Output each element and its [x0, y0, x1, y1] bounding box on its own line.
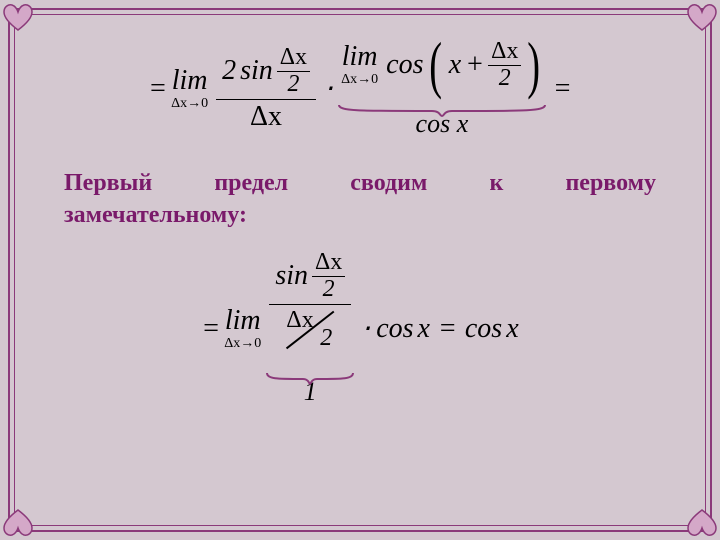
coeff: 2 [222, 56, 236, 87]
plus-sign: + [465, 49, 484, 81]
fraction-2: sin Δx 2 Δx 2 [269, 251, 351, 358]
var-x: x [506, 313, 518, 345]
cos-func: cos [376, 313, 413, 345]
equals-sign: = [201, 313, 220, 345]
cos-func: cos [386, 49, 423, 81]
var-x: x [449, 49, 461, 81]
lim-subscript: Δx→0 [341, 73, 378, 87]
lim-subscript: Δx→0 [171, 97, 208, 111]
sfrac-num: Δx [312, 251, 345, 277]
denominator: Δx 2 [282, 305, 338, 359]
dot-operator: ⋅ [324, 72, 333, 106]
small-fraction: Δx 2 [312, 251, 345, 302]
sin-func: sin [240, 56, 273, 87]
lim-subscript: Δx→0 [224, 337, 261, 351]
small-fraction: Δx 2 [277, 46, 310, 97]
numerator: 2 sin Δx 2 [216, 46, 316, 100]
limit-operator: lim Δx→0 [224, 307, 261, 351]
equals-sign: = [148, 73, 167, 105]
caption-line2: замечательному: [64, 199, 656, 231]
slash-den: 2 [320, 325, 332, 351]
fraction-1: 2 sin Δx 2 Δx [216, 46, 316, 132]
sfrac-num: Δx [488, 40, 521, 66]
equals-sign: = [438, 313, 457, 345]
sfrac-num: Δx [277, 46, 310, 72]
slash-fraction: Δx 2 [282, 307, 338, 351]
caption-text: Первый предел сводим к первому замечател… [64, 167, 656, 232]
lim-text: lim [342, 43, 378, 71]
lim-text: lim [172, 67, 208, 95]
var-x: x [418, 313, 430, 345]
underbrace-icon [337, 93, 547, 107]
underbrace-icon [265, 361, 355, 375]
small-fraction: Δx 2 [488, 40, 521, 91]
sfrac-den: 2 [499, 66, 511, 91]
sin-func: sin [275, 261, 308, 292]
fraction-group: sin Δx 2 Δx 2 [265, 251, 355, 406]
limit-operator: lim Δx→0 [171, 67, 208, 111]
caption-line1: Первый предел сводим к первому [64, 170, 656, 196]
limit-operator: lim Δx→0 [341, 43, 378, 87]
equation-1: = lim Δx→0 2 sin Δx 2 Δx ⋅ lim [30, 40, 690, 139]
cos-func: cos [465, 313, 502, 345]
denominator: Δx [250, 100, 282, 133]
second-limit-group: lim Δx→0 cos ( x + Δx 2 ) cos x [337, 40, 547, 139]
lim-text: lim [225, 307, 261, 335]
dot-operator: ⋅ [361, 312, 370, 346]
content-area: = lim Δx→0 2 sin Δx 2 Δx ⋅ lim [30, 30, 690, 510]
numerator: sin Δx 2 [269, 251, 351, 305]
sfrac-den: 2 [323, 277, 335, 302]
equals-sign: = [553, 73, 572, 105]
equation-2: = lim Δx→0 sin Δx 2 Δx [30, 251, 690, 406]
sfrac-den: 2 [287, 72, 299, 97]
